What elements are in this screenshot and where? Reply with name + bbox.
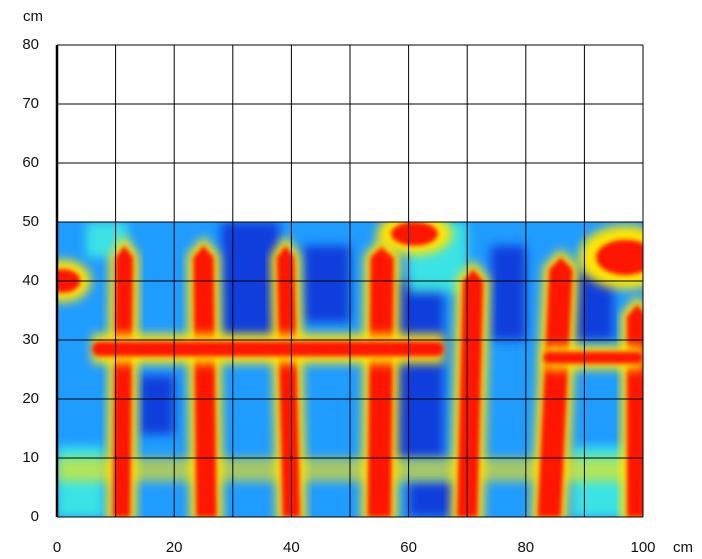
cold-region [391,281,444,458]
y-tick-label: 40 [22,272,39,289]
x-tick-label: 60 [400,539,417,556]
x-tick-label: 40 [283,539,300,556]
cold-region [303,245,350,323]
x-axis-label: cm [673,539,693,556]
vertical-streak [367,245,394,517]
y-tick-label: 0 [31,508,39,525]
vertical-streak [537,257,573,517]
vertical-streak [112,245,134,517]
x-tick-label: 0 [53,539,61,556]
horizontal-streak [92,341,444,357]
y-tick-label: 80 [22,36,39,53]
cold-region [139,375,175,435]
cold-region [408,481,456,517]
vertical-streak [626,304,643,517]
heatmap [57,222,643,517]
y-tick-label: 60 [22,154,39,171]
vertical-streak [456,269,484,517]
y-tick-label: 70 [22,95,39,112]
x-tick-label: 100 [630,539,655,556]
y-tick-label: 10 [22,449,39,466]
x-tick-label: 80 [517,539,534,556]
y-tick-label: 30 [22,331,39,348]
hot-spot [596,239,643,276]
vertical-streak [276,245,301,517]
x-tick-label: 20 [166,539,183,556]
y-tick-label: 20 [22,390,39,407]
hot-spot [391,222,438,246]
y-tick-label: 50 [22,213,39,230]
y-axis-label: cm [23,8,43,25]
axes: 0 10 20 30 40 50 60 70 80 0 20 40 60 80 100 [22,36,655,556]
cold-region [490,245,526,340]
horizontal-streak [543,351,643,364]
vertical-streak [193,245,217,517]
